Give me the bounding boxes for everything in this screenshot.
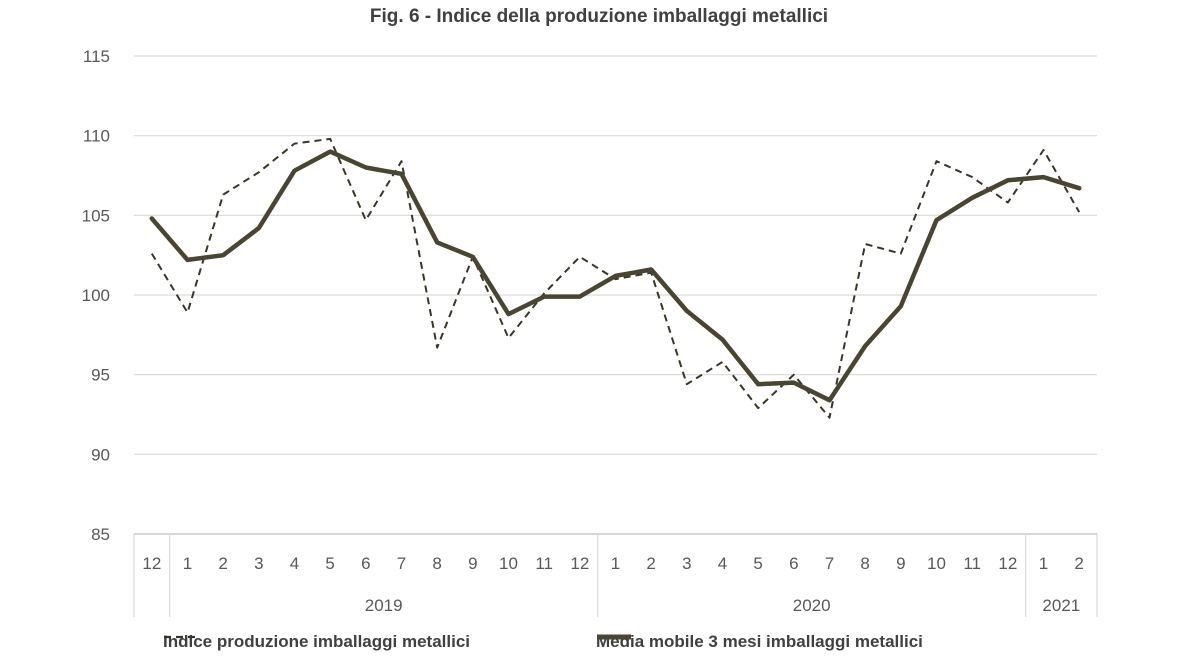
x-tick-label: 1: [1039, 554, 1048, 573]
legend-label-moving-average: Media mobile 3 mesi imballaggi metallici: [596, 632, 923, 651]
x-tick-label: 9: [896, 554, 905, 573]
legend-solid-swatch: [597, 634, 631, 640]
x-tick-label: 7: [397, 554, 406, 573]
y-tick-label: 90: [91, 445, 110, 464]
chart-title: Fig. 6 - Indice della produzione imballa…: [369, 6, 829, 27]
legend-item-moving-average: Media mobile 3 mesi imballaggi metallici: [596, 632, 923, 652]
legend-dashed-swatch: [164, 635, 198, 639]
x-tick-label: 5: [753, 554, 762, 573]
x-tick-label: 12: [998, 554, 1017, 573]
x-tick-label: 12: [142, 554, 161, 573]
series-line-moving-average: [149, 149, 1082, 403]
y-tick-label: 95: [91, 366, 110, 385]
x-tick-label: 11: [535, 554, 553, 573]
x-tick-label: 4: [718, 554, 727, 573]
x-tick-label: 8: [432, 554, 441, 573]
y-tick-label: 115: [83, 47, 110, 66]
x-tick-label: 1: [611, 554, 620, 573]
x-tick-label: 1: [183, 554, 192, 573]
x-group-label: 2021: [1042, 596, 1080, 615]
x-tick-label: 6: [789, 554, 798, 573]
x-tick-label: 10: [499, 554, 518, 573]
y-tick-label: 110: [83, 127, 110, 146]
x-tick-label: 6: [361, 554, 370, 573]
x-tick-label: 11: [963, 554, 981, 573]
x-tick-label: 4: [290, 554, 299, 573]
x-tick-label: 5: [325, 554, 334, 573]
x-tick-label: 12: [570, 554, 589, 573]
x-group-label: 2019: [365, 596, 403, 615]
x-tick-label: 3: [682, 554, 691, 573]
y-tick-label: 105: [82, 206, 110, 225]
x-tick-label: 2: [1074, 554, 1083, 573]
x-tick-label: 10: [927, 554, 946, 573]
x-tick-label: 2: [646, 554, 655, 573]
legend-label-index: Indice produzione imballaggi metallici: [163, 632, 470, 651]
x-tick-label: 9: [468, 554, 477, 573]
series-line-index: [150, 137, 1081, 419]
x-group-label: 2020: [793, 596, 831, 615]
x-tick-label: 3: [254, 554, 263, 573]
legend-item-index: Indice produzione imballaggi metallici: [163, 632, 470, 652]
y-tick-label: 100: [82, 286, 110, 305]
x-tick-label: 7: [825, 554, 834, 573]
x-tick-label: 2: [218, 554, 227, 573]
x-tick-label: 8: [860, 554, 869, 573]
y-tick-label: 85: [91, 525, 110, 544]
